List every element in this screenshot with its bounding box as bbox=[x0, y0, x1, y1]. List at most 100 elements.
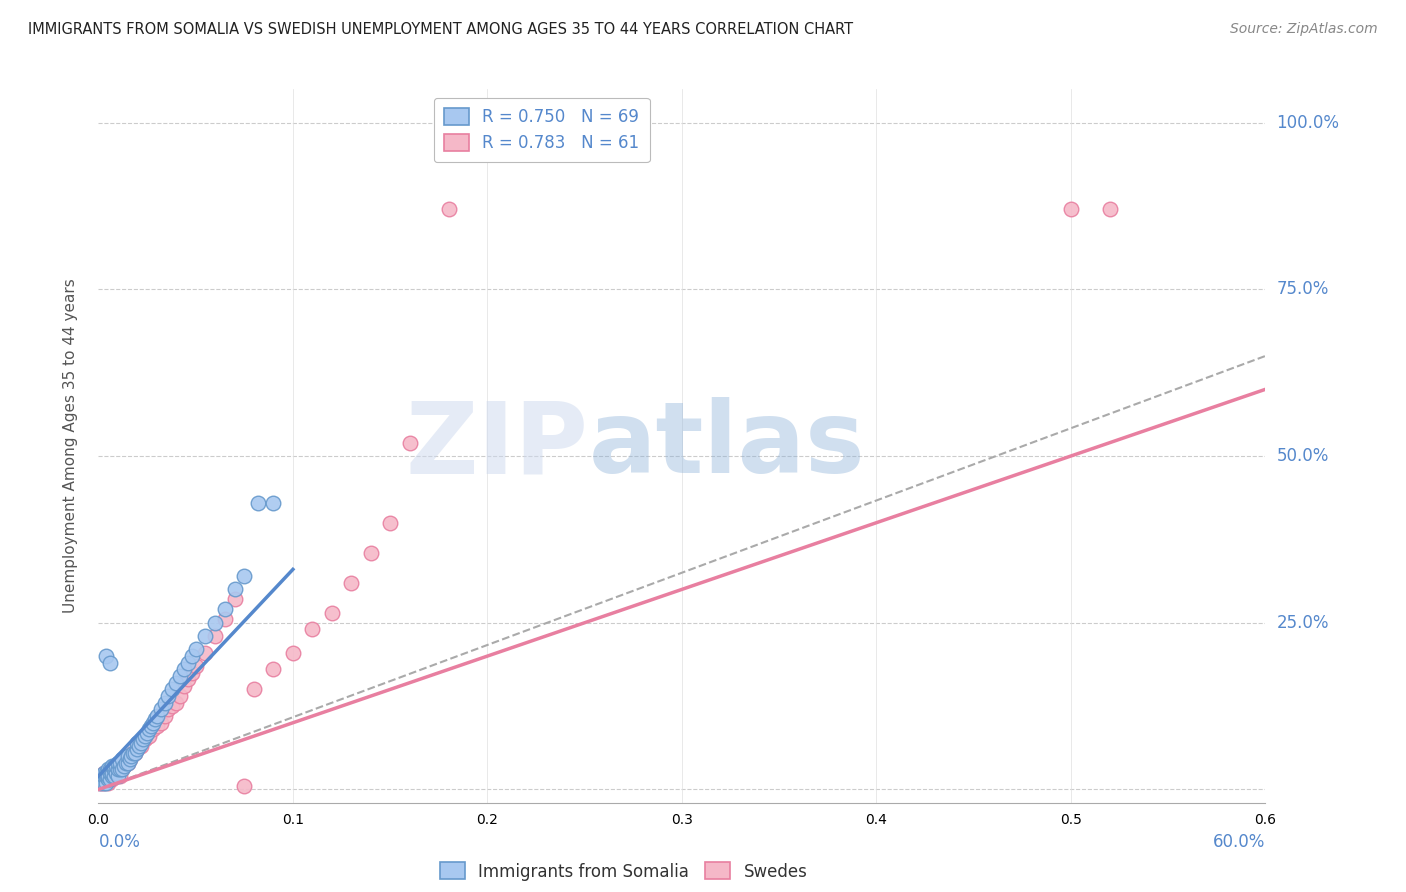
Point bbox=[340, 575, 363, 590]
Point bbox=[111, 756, 134, 770]
Point bbox=[101, 769, 124, 783]
Point bbox=[101, 759, 124, 773]
Y-axis label: Unemployment Among Ages 35 to 44 years: Unemployment Among Ages 35 to 44 years bbox=[63, 278, 77, 614]
Point bbox=[127, 742, 149, 756]
Point bbox=[149, 715, 172, 730]
Point bbox=[98, 763, 121, 777]
Point bbox=[177, 673, 200, 687]
Point bbox=[157, 702, 180, 716]
Point bbox=[93, 765, 115, 780]
Point bbox=[398, 435, 420, 450]
Point bbox=[165, 675, 187, 690]
Point bbox=[104, 769, 127, 783]
Text: IMMIGRANTS FROM SOMALIA VS SWEDISH UNEMPLOYMENT AMONG AGES 35 TO 44 YEARS CORREL: IMMIGRANTS FROM SOMALIA VS SWEDISH UNEMP… bbox=[28, 22, 853, 37]
Point bbox=[360, 546, 382, 560]
Text: 100.0%: 100.0% bbox=[1277, 113, 1340, 131]
Point bbox=[107, 769, 129, 783]
Point bbox=[93, 776, 115, 790]
Point bbox=[111, 763, 134, 777]
Point bbox=[98, 772, 121, 787]
Point bbox=[321, 606, 343, 620]
Point bbox=[97, 772, 120, 787]
Text: atlas: atlas bbox=[589, 398, 865, 494]
Point bbox=[103, 769, 125, 783]
Point bbox=[281, 646, 304, 660]
Point bbox=[233, 569, 256, 583]
Point bbox=[169, 669, 191, 683]
Point bbox=[104, 759, 127, 773]
Point bbox=[108, 763, 131, 777]
Point bbox=[93, 776, 115, 790]
Point bbox=[243, 682, 266, 697]
Point bbox=[204, 615, 226, 630]
Point bbox=[124, 746, 146, 760]
Point bbox=[104, 765, 127, 780]
Point bbox=[138, 723, 160, 737]
Point bbox=[124, 746, 146, 760]
Point bbox=[233, 779, 256, 793]
Point bbox=[89, 776, 111, 790]
Point bbox=[107, 759, 129, 773]
Point bbox=[89, 776, 111, 790]
Point bbox=[129, 736, 152, 750]
Point bbox=[118, 752, 141, 766]
Point bbox=[107, 756, 129, 770]
Point bbox=[162, 699, 184, 714]
Text: 50.0%: 50.0% bbox=[1277, 447, 1329, 465]
Point bbox=[128, 739, 150, 753]
Point bbox=[98, 765, 121, 780]
Point bbox=[114, 756, 136, 770]
Point bbox=[129, 739, 152, 753]
Point bbox=[134, 729, 156, 743]
Point bbox=[122, 746, 145, 760]
Text: 60.0%: 60.0% bbox=[1213, 833, 1265, 851]
Point bbox=[173, 662, 195, 676]
Point bbox=[136, 725, 159, 739]
Point bbox=[108, 769, 131, 783]
Point bbox=[103, 769, 125, 783]
Point bbox=[180, 665, 202, 680]
Point bbox=[117, 749, 139, 764]
Point bbox=[224, 582, 246, 597]
Text: 75.0%: 75.0% bbox=[1277, 280, 1329, 298]
Point bbox=[162, 682, 184, 697]
Point bbox=[114, 756, 136, 770]
Point bbox=[1060, 202, 1083, 217]
Point bbox=[96, 765, 118, 780]
Text: ZIP: ZIP bbox=[406, 398, 589, 494]
Point bbox=[91, 776, 114, 790]
Point bbox=[96, 772, 118, 787]
Point bbox=[1098, 202, 1121, 217]
Point bbox=[204, 629, 226, 643]
Point bbox=[169, 689, 191, 703]
Point bbox=[104, 759, 127, 773]
Point bbox=[96, 765, 118, 780]
Point bbox=[214, 602, 236, 616]
Point bbox=[153, 696, 176, 710]
Point bbox=[121, 749, 143, 764]
Point bbox=[103, 763, 125, 777]
Point bbox=[153, 709, 176, 723]
Point bbox=[262, 496, 284, 510]
Point bbox=[117, 756, 139, 770]
Point bbox=[101, 772, 124, 787]
Point bbox=[184, 642, 207, 657]
Point bbox=[108, 756, 131, 770]
Point bbox=[96, 776, 118, 790]
Point bbox=[214, 612, 236, 626]
Point bbox=[98, 656, 121, 670]
Point bbox=[96, 769, 118, 783]
Point bbox=[194, 629, 217, 643]
Point bbox=[103, 759, 125, 773]
Point bbox=[118, 752, 141, 766]
Legend: Immigrants from Somalia, Swedes: Immigrants from Somalia, Swedes bbox=[433, 855, 814, 888]
Point bbox=[97, 769, 120, 783]
Point bbox=[177, 656, 200, 670]
Point bbox=[97, 763, 120, 777]
Point bbox=[121, 749, 143, 764]
Point bbox=[262, 662, 284, 676]
Point bbox=[93, 769, 115, 783]
Point bbox=[143, 713, 166, 727]
Point bbox=[97, 776, 120, 790]
Point bbox=[194, 646, 217, 660]
